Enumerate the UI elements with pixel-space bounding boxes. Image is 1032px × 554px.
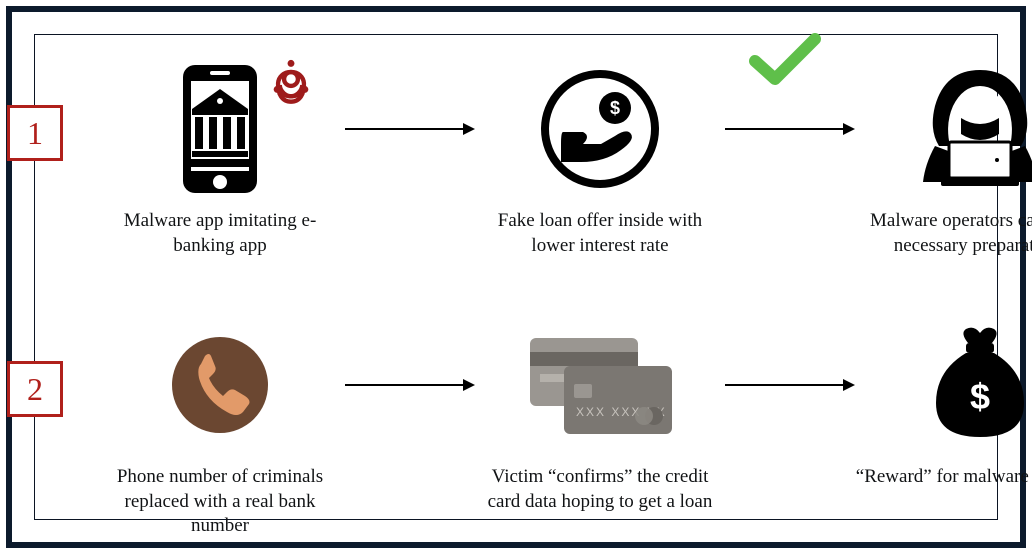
- cell-loan-offer: $ Fake loan offer inside with lower inte…: [475, 59, 725, 258]
- caption: Malware app imitating e-banking app: [95, 209, 345, 258]
- step-badge-1: 1: [7, 105, 63, 161]
- arrow-icon: [725, 315, 855, 455]
- hacker-laptop-icon: [855, 59, 1032, 199]
- arrow-icon: [345, 59, 475, 199]
- arrow-icon: [725, 59, 855, 199]
- checkmark-icon: [749, 31, 821, 89]
- svg-text:$: $: [970, 376, 990, 417]
- biohazard-icon: [265, 53, 317, 105]
- money-bag-icon: $: [855, 315, 1032, 455]
- inner-frame: 1 2: [34, 34, 998, 520]
- flow-row-1: Malware app imitating e-banking app $: [95, 59, 977, 258]
- loan-hand-icon: $: [475, 59, 725, 199]
- phone-call-icon: [95, 315, 345, 455]
- caption: Fake loan offer inside with lower intere…: [475, 209, 725, 258]
- step-badge-2: 2: [7, 361, 63, 417]
- step-number: 2: [27, 371, 43, 408]
- outer-frame: 1 2: [6, 6, 1026, 548]
- caption: Victim “confirms” the credit card data h…: [475, 465, 725, 514]
- step-number: 1: [27, 115, 43, 152]
- cell-hacker: Malware operators can make necessary pre…: [855, 59, 1032, 258]
- cell-malware-app: Malware app imitating e-banking app: [95, 59, 345, 258]
- cell-credit-card: XXX XXX XX Victim “confirms” the credit …: [475, 315, 725, 514]
- caption: Malware operators can make necessary pre…: [855, 209, 1032, 258]
- flow-row-2: Phone number of criminals replaced with …: [95, 315, 977, 539]
- cell-phone-number: Phone number of criminals replaced with …: [95, 315, 345, 539]
- malware-phone-icon: [95, 59, 345, 199]
- cell-reward: $ “Reward” for malware operators: [855, 315, 1032, 490]
- svg-text:$: $: [610, 98, 620, 118]
- arrow-icon: [345, 315, 475, 455]
- caption: “Reward” for malware operators: [856, 465, 1032, 490]
- caption: Phone number of criminals replaced with …: [95, 465, 345, 539]
- credit-cards-icon: XXX XXX XX: [475, 315, 725, 455]
